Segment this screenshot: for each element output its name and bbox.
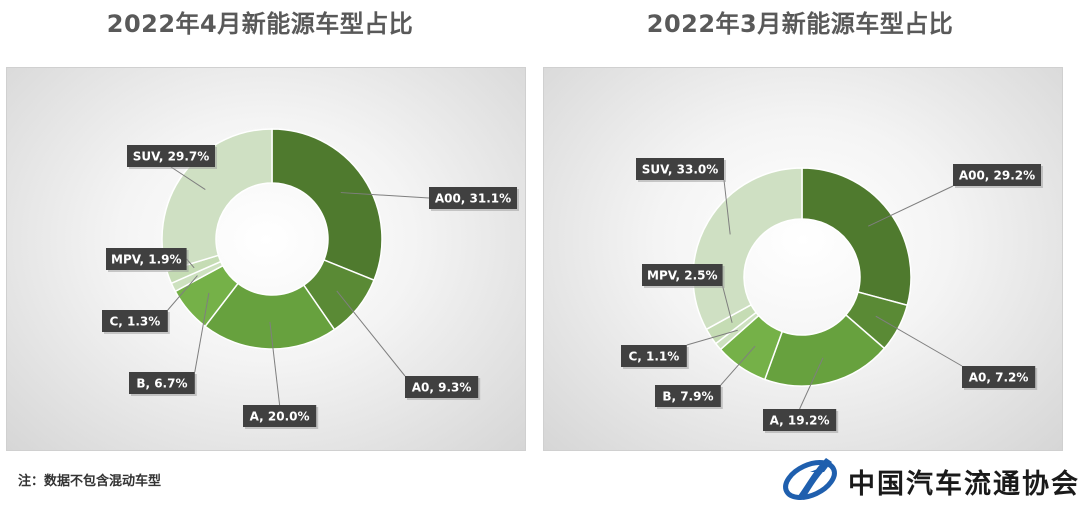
logo-text: 中国汽车流通协会: [848, 469, 1080, 500]
slice-suv: [161, 128, 273, 272]
leader-line: [340, 192, 430, 199]
data-label-a: A, 19.2%: [770, 414, 830, 428]
leader-line: [875, 315, 963, 367]
leader-line: [167, 275, 198, 311]
leader-line: [868, 185, 954, 227]
data-label-suv: SUV, 29.7%: [133, 150, 210, 164]
data-label-a00: A00, 29.2%: [959, 169, 1035, 183]
data-label-box: [429, 187, 517, 209]
leader-line: [336, 290, 406, 377]
chart-panel-april: A00, 31.1% A0, 9.3% A, 20.0% B, 6.7% C, 1.3%…: [6, 67, 526, 451]
data-label-b: B, 7.9%: [662, 390, 713, 404]
data-label-b: B, 6.7%: [136, 377, 187, 391]
data-label-a0: A0, 7.2%: [969, 371, 1029, 385]
donut-chart-march: A00, 29.2% A0, 7.2% A, 19.2% B, 7.9% C, 1.1%…: [621, 158, 1043, 433]
data-label-a0: A0, 9.3%: [412, 381, 472, 395]
data-label-c: C, 1.1%: [628, 350, 679, 364]
chart-panel-march: A00, 29.2% A0, 7.2% A, 19.2% B, 7.9% C, 1.1%…: [543, 67, 1063, 451]
data-label-box: [962, 366, 1036, 388]
data-label-box: [405, 376, 479, 398]
data-label-suv: SUV, 33.0%: [642, 163, 719, 177]
data-label-mpv: MPV, 1.9%: [111, 253, 182, 267]
leader-line: [686, 329, 738, 346]
data-label-box: [763, 409, 837, 431]
chart-title-march: 2022年3月新能源车型占比: [646, 10, 954, 38]
footnote: 注：数据不包含混动车型: [18, 474, 162, 489]
data-label-box: [636, 158, 724, 180]
leader-line: [799, 357, 824, 410]
logo: 中国汽车流通协会: [780, 452, 1080, 505]
data-label-box: [129, 372, 195, 394]
data-label-box: [102, 310, 168, 332]
data-label-mpv: MPV, 2.5%: [647, 269, 718, 283]
donut-chart-april: A00, 31.1% A0, 9.3% A, 20.0% B, 6.7% C, 1.3%…: [102, 128, 519, 429]
data-label-box: [127, 145, 215, 167]
data-label-box: [953, 164, 1041, 186]
leader-line: [722, 285, 733, 323]
leader-line: [170, 166, 206, 191]
chart-title-april: 2022年4月新能源车型占比: [106, 10, 414, 38]
slice-suv: [692, 167, 803, 331]
data-label-box: [621, 345, 687, 367]
leader-line: [269, 321, 281, 406]
data-label-c: C, 1.3%: [109, 315, 160, 329]
leader-line: [720, 345, 756, 386]
data-label-box: [243, 405, 317, 427]
slice-a00: [801, 167, 912, 307]
data-label-box: [655, 385, 721, 407]
leader-line: [194, 292, 210, 373]
slice-a00: [271, 128, 383, 282]
data-label-a: A, 20.0%: [250, 410, 310, 424]
data-label-a00: A00, 31.1%: [435, 192, 511, 206]
leader-line: [723, 179, 731, 235]
data-label-box: [642, 264, 723, 286]
data-label-box: [106, 248, 187, 270]
logo-emblem-icon: [783, 458, 837, 500]
